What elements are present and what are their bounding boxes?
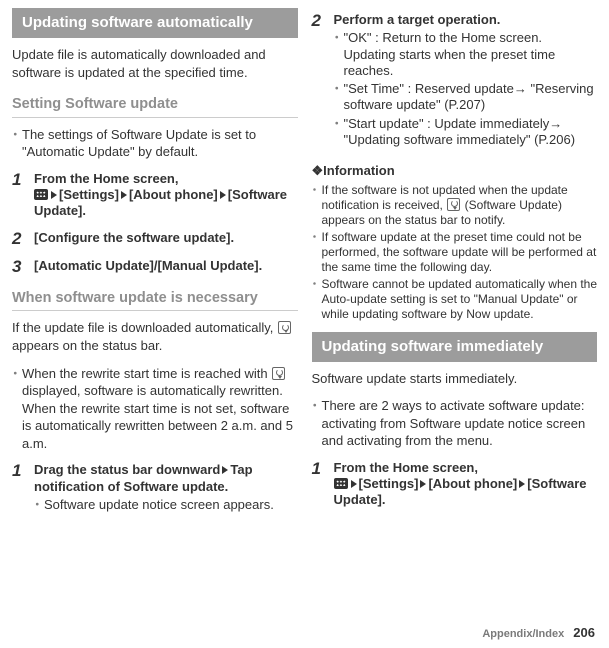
step-content: [Automatic Update]/[Manual Update].: [34, 258, 298, 277]
page: Updating software automatically Update f…: [0, 0, 609, 648]
information-heading: ❖Information: [312, 162, 598, 180]
step-content: Drag the status bar downwardTap notifica…: [34, 462, 298, 513]
bullet-text: There are 2 ways to activate software up…: [322, 397, 598, 450]
software-update-icon: [278, 321, 291, 334]
rewrite-post: displayed, software is automatically rew…: [22, 383, 293, 451]
necessary-intro: If the update file is downloaded automat…: [12, 319, 298, 354]
sequence-arrow-icon: [519, 480, 525, 488]
info-text: If software update at the preset time co…: [322, 230, 598, 275]
step-number: 1: [312, 460, 334, 509]
step1-about: [About phone]: [129, 187, 218, 202]
sequence-arrow-icon: [51, 191, 57, 199]
subheading-necessary: When software update is necessary: [12, 289, 298, 312]
perform-b3: ･ "Start update" : Update immediately→ "…: [334, 116, 598, 149]
immediate-intro: Software update starts immediately.: [312, 370, 598, 388]
step-number: 2: [312, 12, 334, 148]
footer-label: Appendix/Index: [482, 628, 564, 640]
step-content: Perform a target operation. ･ "OK" : Ret…: [334, 12, 598, 148]
bullet-dot-icon: ･: [312, 183, 322, 228]
sequence-arrow-icon: [351, 480, 357, 488]
auto-intro: Update file is automatically downloaded …: [12, 46, 298, 81]
step-content: From the Home screen, [Settings] [About p…: [334, 460, 598, 509]
imm-step-pre: From the Home screen,: [334, 460, 479, 475]
left-column: Updating software automatically Update f…: [12, 8, 298, 648]
section-header-immediate: Updating software immediately: [312, 332, 598, 362]
bullet-text: When the rewrite start time is reached w…: [22, 365, 298, 453]
rewrite-pre: When the rewrite start time is reached w…: [22, 366, 271, 381]
bullet-dot-icon: ･: [312, 277, 322, 322]
bullet-dot-icon: ･: [12, 365, 22, 453]
section-header-auto: Updating software automatically: [12, 8, 298, 38]
bullet-rewrite: ･ When the rewrite start time is reached…: [12, 365, 298, 453]
imm-settings: [Settings]: [359, 476, 419, 491]
drag-step-1: 1 Drag the status bar downwardTap notifi…: [12, 462, 298, 513]
info-bullet-1: ･ If the software is not updated when th…: [312, 183, 598, 228]
right-column: 2 Perform a target operation. ･ "OK" : R…: [312, 8, 598, 648]
apps-grid-icon: [34, 189, 48, 200]
info-text: If the software is not updated when the …: [322, 183, 598, 228]
immediate-step-1: 1 From the Home screen, [Settings] [About…: [312, 460, 598, 509]
step1-settings: [Settings]: [59, 187, 119, 202]
drag-pre: Drag the status bar downward: [34, 462, 220, 477]
bullet-dot-icon: ･: [312, 230, 322, 275]
perform-b3-text: "Start update" : Update immediately→ "Up…: [344, 116, 598, 149]
perform-step-2: 2 Perform a target operation. ･ "OK" : R…: [312, 12, 598, 148]
sequence-arrow-icon: [220, 191, 226, 199]
bullet-dot-icon: ･: [12, 126, 22, 161]
info-head-text: Information: [323, 163, 395, 178]
perform-b1-text: "OK" : Return to the Home screen. Updati…: [344, 30, 598, 79]
drag-sub-text: Software update notice screen appears.: [44, 497, 298, 513]
step-number: 1: [12, 462, 34, 513]
perform-b2: ･ "Set Time" : Reserved update→ "Reservi…: [334, 81, 598, 114]
sequence-arrow-icon: [222, 466, 228, 474]
bullet-dot-icon: ･: [334, 30, 344, 79]
perform-b2-text: "Set Time" : Reserved update→ "Reserving…: [344, 81, 598, 114]
software-update-icon: [447, 198, 460, 211]
sequence-arrow-icon: [121, 191, 127, 199]
info-text: Software cannot be updated automatically…: [322, 277, 598, 322]
step-2: 2 [Configure the software update].: [12, 230, 298, 249]
nec-intro-post: appears on the status bar.: [12, 338, 162, 353]
imm-about: [About phone]: [428, 476, 517, 491]
bullet-default-setting: ･ The settings of Software Update is set…: [12, 126, 298, 161]
step1-pre: From the Home screen,: [34, 171, 179, 186]
perform-b1: ･ "OK" : Return to the Home screen. Upda…: [334, 30, 598, 79]
perform-head: Perform a target operation.: [334, 12, 501, 27]
apps-grid-icon: [334, 478, 348, 489]
page-footer: Appendix/Index 206: [482, 624, 595, 642]
step-content: From the Home screen, [Settings] [About p…: [34, 171, 298, 220]
step-1: 1 From the Home screen, [Settings] [About…: [12, 171, 298, 220]
b3-pre: "Start update" : Update immediately: [344, 116, 550, 131]
info-bullet-2: ･ If software update at the preset time …: [312, 230, 598, 275]
bullet-text: The settings of Software Update is set t…: [22, 126, 298, 161]
step-content: [Configure the software update].: [34, 230, 298, 249]
bullet-dot-icon: ･: [334, 81, 344, 114]
drag-subbullet: ･ Software update notice screen appears.: [34, 497, 298, 513]
step-3: 3 [Automatic Update]/[Manual Update].: [12, 258, 298, 277]
step-number: 1: [12, 171, 34, 220]
bullet-dot-icon: ･: [334, 116, 344, 149]
subheading-setting: Setting Software update: [12, 95, 298, 118]
step-number: 3: [12, 258, 34, 277]
bullet-dot-icon: ･: [34, 497, 44, 513]
arrow-right-icon: →: [514, 81, 527, 97]
step-number: 2: [12, 230, 34, 249]
software-update-icon: [272, 367, 285, 380]
bullet-dot-icon: ･: [312, 397, 322, 450]
b2-pre: "Set Time" : Reserved update: [344, 81, 514, 96]
info-bullet-3: ･ Software cannot be updated automatical…: [312, 277, 598, 322]
arrow-right-icon: →: [549, 116, 562, 132]
nec-intro-pre: If the update file is downloaded automat…: [12, 320, 277, 335]
page-number: 206: [573, 625, 595, 640]
sequence-arrow-icon: [420, 480, 426, 488]
bullet-two-ways: ･ There are 2 ways to activate software …: [312, 397, 598, 450]
b3-post: "Updating software immediately" (P.206): [344, 132, 576, 147]
